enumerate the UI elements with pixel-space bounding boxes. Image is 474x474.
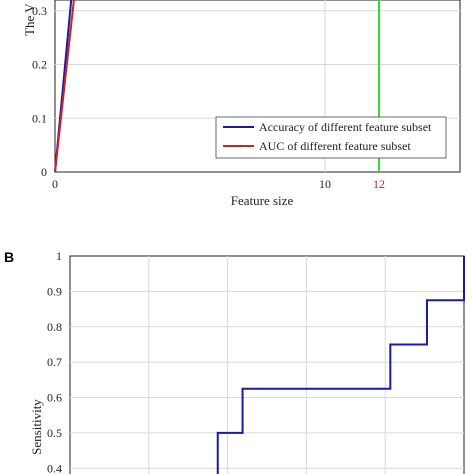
panel-a-y-axis-title: The V — [22, 3, 37, 36]
panel-a-chart: 0 10 0 0.1 0.2 0.3 12 Feature size The V Accu… — [22, 0, 461, 208]
y-tick-label: 0.9 — [47, 284, 62, 298]
panel-b-chart: 0.4 0.5 0.6 0.7 0.8 0.9 1 Sensitivity — [29, 249, 465, 474]
y-tick-label: 0.3 — [32, 4, 47, 18]
legend-box — [215, 116, 447, 159]
y-tick-label: 0.8 — [47, 320, 62, 334]
legend-label-accuracy: Accuracy of different feature subset — [259, 120, 432, 134]
y-tick-label: 0.7 — [47, 355, 62, 369]
x-tick-label: 0 — [52, 177, 58, 191]
panel-a-x-axis-title: Feature size — [231, 193, 294, 208]
panel-b-grid — [70, 256, 464, 474]
y-tick-label: 0.6 — [47, 391, 62, 405]
y-tick-label: 0.4 — [47, 461, 62, 474]
y-tick-label: 1 — [56, 249, 62, 263]
auc-series-line — [54, 0, 75, 173]
panel-a-legend: Accuracy of different feature subset AUC… — [215, 116, 447, 159]
roc-curve-line — [216, 256, 465, 474]
y-tick-label: 0 — [41, 165, 47, 179]
y-tick-label: 0.5 — [47, 426, 62, 440]
panel-b-plot-area — [69, 255, 465, 474]
panel-b-letter: B — [4, 249, 14, 265]
x-tick-label: 10 — [319, 177, 331, 191]
legend-label-auc: AUC of different feature subset — [259, 139, 411, 153]
marker-label: 12 — [373, 177, 385, 191]
panel-b-y-axis-title: Sensitivity — [29, 399, 44, 455]
panel-b-ticks: 0.4 0.5 0.6 0.7 0.8 0.9 1 — [47, 249, 62, 474]
panel-b-marks — [216, 256, 465, 474]
y-tick-label: 0.1 — [32, 111, 47, 125]
panel-a-ticks: 0 10 0 0.1 0.2 0.3 — [32, 4, 331, 191]
y-tick-label: 0.2 — [32, 58, 47, 72]
